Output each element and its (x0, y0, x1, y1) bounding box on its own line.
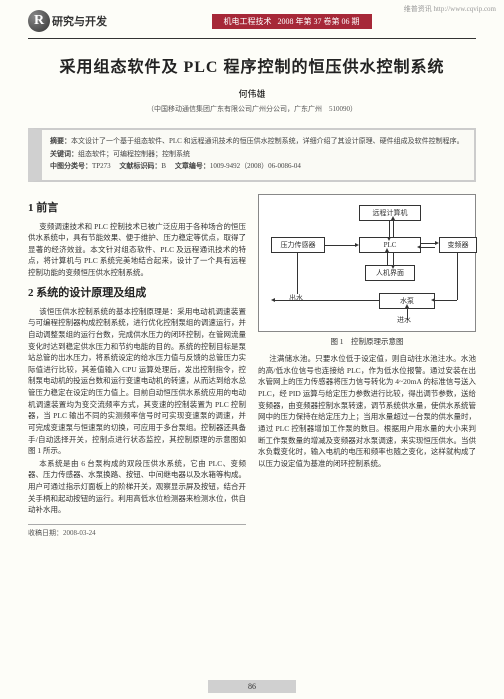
node-pressure-sensor: 压力传感器 (271, 237, 325, 254)
abstract-box: 摘要：本文设计了一个基于组态软件、PLC 和远程通讯技术的恒压供水控制系统，详细… (28, 128, 476, 182)
principle-paragraph-1: 该恒压供水控制系统的基本控制原理是：采用电动机调速装置与可编程控制器构成控制系统… (28, 306, 246, 457)
doc-code-label: 文献标识码： (119, 162, 161, 170)
section-badge: R (28, 10, 50, 32)
journal-name: 机电工程技术 (224, 17, 272, 26)
clc-code: TP273 (92, 162, 111, 170)
edge-pump-to-out (275, 300, 379, 301)
edge-inverter-to-plc (421, 247, 435, 248)
node-water-in: 进水 (387, 313, 421, 328)
figure-1-diagram: 远程计算机 压力传感器 PLC 变频器 人机界面 水泵 出水 进水 (269, 205, 465, 325)
abstract-text: 本文设计了一个基于组态软件、PLC 和远程通讯技术的恒压供水控制系统，详细介绍了… (71, 137, 464, 145)
edge-in-to-pump (407, 308, 408, 320)
edge-out-to-sensor-v (297, 252, 298, 294)
edge-plc-to-inverter (421, 243, 435, 244)
edge-inverter-down (457, 252, 458, 300)
journal-bar: 机电工程技术 2008 年第 37 卷第 06 期 (212, 14, 372, 29)
edge-inverter-to-pump (435, 300, 457, 301)
clc-label: 中图分类号： (50, 162, 92, 170)
figure-1-caption: 图 1 控制原理示意图 (258, 336, 476, 348)
received-date-value: 2008-03-24 (63, 529, 96, 537)
edge-plc-to-remote (393, 220, 394, 237)
paper-title: 采用组态软件及 PLC 程序控制的恒压供水控制系统 (28, 53, 476, 77)
page-number: 86 (208, 680, 296, 693)
received-date: 收稿日期：2008-03-24 (28, 524, 246, 539)
node-inverter: 变频器 (439, 237, 477, 254)
right-paragraph-1: 注满储水池。只要水位低于设定值，则自动往水池注水。水池的高/低水位信号也连接给 … (258, 353, 476, 469)
right-column: 远程计算机 压力传感器 PLC 变频器 人机界面 水泵 出水 进水 (258, 194, 476, 539)
edge-hmi-to-plc (387, 252, 388, 265)
node-remote-computer: 远程计算机 (359, 205, 421, 222)
article-no: 1009-9492（2008）06-0086-04 (210, 162, 301, 170)
article-no-label: 文章编号： (175, 162, 210, 170)
doc-code: B (161, 162, 166, 170)
section-heading-1: 1 前言 (28, 200, 246, 217)
header-rule (28, 38, 476, 39)
author-name: 何伟雄 (28, 87, 476, 100)
watermark-text: 维普资讯 http://www.cqvip.com (404, 4, 496, 14)
author-affiliation: （中国移动通信集团广东有限公司广州分公司，广东广州 510090） (28, 104, 476, 114)
figure-1-frame: 远程计算机 压力传感器 PLC 变频器 人机界面 水泵 出水 进水 (258, 194, 476, 332)
body-columns: 1 前言 变频调速技术和 PLC 控制技术已被广泛应用于各种场合的恒压供水系统中… (28, 194, 476, 539)
edge-remote-to-plc (389, 220, 390, 237)
received-date-label: 收稿日期： (28, 529, 63, 537)
keywords-text: 组态软件；可编程控制器；控制系统 (78, 150, 190, 158)
abstract-label: 摘要： (50, 137, 71, 145)
section-heading-2: 2 系统的设计原理及组成 (28, 285, 246, 302)
principle-paragraph-2: 本系统是由 6 台泵构成的双段压供水系统，它由 PLC、变频器、压力传感器、水泵… (28, 458, 246, 516)
left-column: 1 前言 变频调速技术和 PLC 控制技术已被广泛应用于各种场合的恒压供水系统中… (28, 194, 246, 539)
node-hmi: 人机界面 (365, 265, 415, 282)
section-label: 研究与开发 (52, 13, 107, 29)
edge-plc-to-hmi (393, 252, 394, 265)
journal-issue: 2008 年第 37 卷第 06 期 (278, 17, 360, 26)
preface-paragraph: 变频调速技术和 PLC 控制技术已被广泛应用于各种场合的恒压供水系统中，具有节能… (28, 221, 246, 279)
keywords-label: 关键词： (50, 150, 78, 158)
edge-sensor-to-plc (325, 245, 355, 246)
node-water-out: 出水 (279, 291, 313, 306)
